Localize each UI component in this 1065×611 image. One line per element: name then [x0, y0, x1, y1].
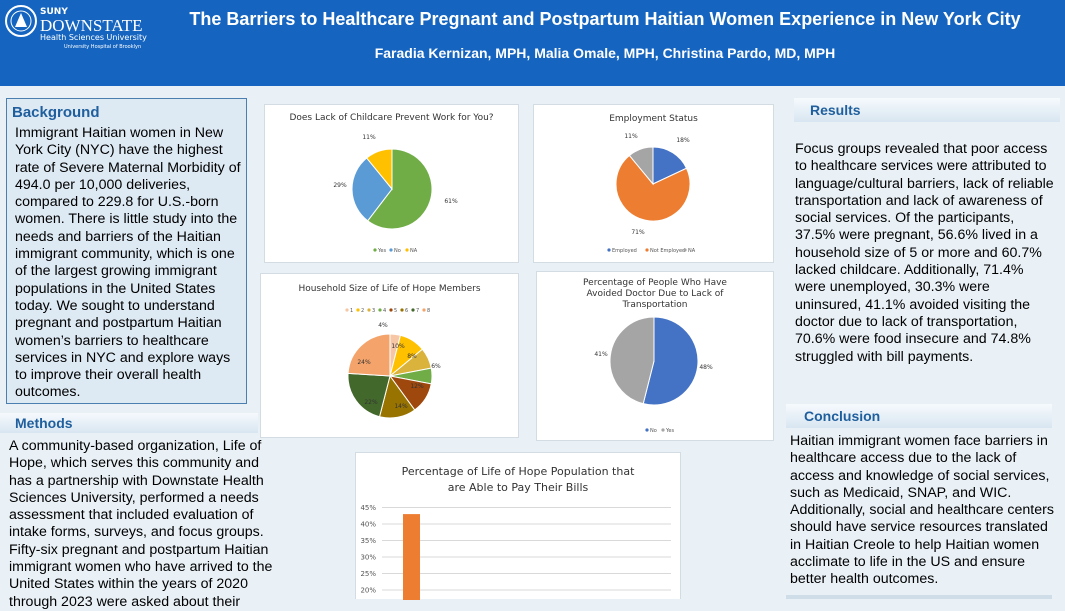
slice-label: 22%	[364, 399, 378, 406]
chart-title: Household Size of Life of Hope Members	[298, 284, 481, 294]
slice-label: 41%	[594, 351, 608, 358]
chart-svg: 61% 29% 11% Yes No NA	[333, 134, 458, 254]
pie-slice-no	[351, 157, 393, 222]
slice-label: 12%	[410, 383, 424, 390]
pie-slice-yes	[366, 148, 433, 230]
logo-line1: SUNY	[40, 7, 68, 17]
chart-title: Does Lack of Childcare Prevent Work for …	[289, 113, 494, 123]
legend-marker	[378, 308, 382, 312]
legend-label: 6	[405, 308, 408, 314]
bar-chart-svg: 20% 25% 30% 35% 40% 45%	[360, 504, 671, 600]
slice-label: 10%	[391, 343, 405, 350]
conclusion-text: Haitian immigrant women face barriers in…	[790, 433, 1054, 588]
legend-label: 3	[372, 308, 375, 314]
slice-label: 24%	[357, 359, 371, 366]
legend-label: 5	[394, 308, 397, 314]
methods-heading: Methods	[0, 413, 258, 433]
poster-authors: Faradia Kernizan, MPH, Malia Omale, MPH,…	[374, 45, 836, 61]
legend-marker	[389, 308, 393, 312]
household-chart: Household Size of Life of Hope Members 4…	[260, 273, 519, 438]
results-text: Focus groups revealed that poor access t…	[795, 141, 1054, 365]
chart-svg: 18% 71% 11% Employed Not Employed NA	[607, 133, 696, 254]
y-tick-label: 45%	[360, 504, 376, 512]
legend-label: 8	[427, 308, 430, 314]
pie-slice-na	[628, 146, 654, 186]
legend-label: Employed	[612, 248, 637, 254]
legend-marker	[373, 248, 377, 252]
chart-title: Percentage of People Who Have Avoided Do…	[583, 278, 727, 310]
conclusion-band-bottom	[786, 595, 1052, 599]
transportation-chart: Percentage of People Who Have Avoided Do…	[536, 271, 774, 441]
legend-marker	[645, 428, 649, 432]
pie-slice-na	[366, 148, 393, 191]
legend-marker	[389, 248, 393, 252]
chart-title: Employment Status	[609, 114, 698, 124]
legend-label: 2	[361, 308, 364, 314]
background-section: Background Immigrant Haitian women in Ne…	[6, 98, 247, 404]
legend-label: No	[650, 428, 657, 434]
poster-header: SUNY DOWNSTATE Health Sciences Universit…	[0, 0, 1065, 86]
legend-marker	[645, 248, 649, 252]
legend-label: 7	[416, 308, 419, 314]
chart-title: Percentage of Life of Hope Population th…	[401, 465, 635, 494]
slice-label: 48%	[699, 364, 713, 371]
slice-label: 61%	[444, 198, 458, 205]
legend-marker	[405, 248, 409, 252]
suny-downstate-logo: SUNY DOWNSTATE Health Sciences Universit…	[5, 5, 147, 50]
pie-slice-7	[347, 372, 391, 418]
chart-svg: 4% 10%8% 6% 12% 14% 22% 24% 1 2 3 4 5 6 7 8	[345, 308, 441, 419]
bar	[403, 514, 420, 600]
pie-slice-employed	[652, 146, 688, 185]
slice-label: 11%	[624, 133, 638, 140]
legend-marker	[661, 428, 665, 432]
slice-label: 14%	[394, 403, 408, 410]
pie-slice-8	[347, 333, 391, 377]
slice-label: 4%	[378, 322, 388, 329]
legend-label: Yes	[665, 428, 674, 434]
legend-marker	[367, 308, 371, 312]
pie-slice-yes	[609, 316, 655, 405]
slice-label: 6%	[431, 363, 441, 370]
legend-label: 1	[350, 308, 353, 314]
slice-label: 71%	[631, 229, 645, 236]
pie-slice-not-employed	[615, 154, 691, 222]
pie-slice-no	[642, 316, 699, 406]
legend-marker	[345, 308, 349, 312]
y-tick-label: 25%	[360, 570, 376, 578]
slice-label: 18%	[676, 137, 690, 144]
background-text: Immigrant Haitian women in New York City…	[15, 125, 241, 401]
legend-marker	[400, 308, 404, 312]
y-tick-label: 20%	[360, 587, 376, 595]
legend-label: No	[394, 248, 401, 254]
background-heading: Background	[12, 104, 100, 121]
poster-title: The Barriers to Healthcare Pregnant and …	[189, 9, 1021, 29]
logo-line4: University Hospital of Brooklyn	[64, 44, 141, 50]
employment-chart: Employment Status 18% 71% 11% Employed Not E…	[533, 104, 774, 263]
logo-line2: DOWNSTATE	[40, 16, 143, 35]
results-heading: Results	[794, 98, 1060, 122]
legend-marker	[356, 308, 360, 312]
legend-label: Yes	[377, 248, 386, 254]
slice-label: 29%	[333, 182, 347, 189]
legend-marker	[683, 248, 687, 252]
bills-chart: Percentage of Life of Hope Population th…	[355, 452, 681, 600]
y-tick-label: 40%	[360, 521, 376, 529]
slice-label: 11%	[362, 134, 376, 141]
legend-label: 4	[383, 308, 386, 314]
methods-text: A community-based organization, Life of …	[9, 438, 273, 610]
childcare-chart: Does Lack of Childcare Prevent Work for …	[264, 104, 519, 263]
y-tick-label: 35%	[360, 537, 376, 545]
legend-marker	[422, 308, 426, 312]
legend-label: Not Employed	[650, 248, 685, 254]
y-tick-label: 30%	[360, 554, 376, 562]
legend-marker	[607, 248, 611, 252]
logo-line3: Health Sciences University	[40, 33, 147, 42]
slice-label: 8%	[407, 353, 417, 360]
legend-label: NA	[410, 248, 418, 254]
legend-label: NA	[688, 248, 696, 254]
chart-svg: 48% 41% No Yes	[594, 316, 713, 434]
conclusion-heading: Conclusion	[786, 404, 1052, 428]
legend-marker	[411, 308, 415, 312]
